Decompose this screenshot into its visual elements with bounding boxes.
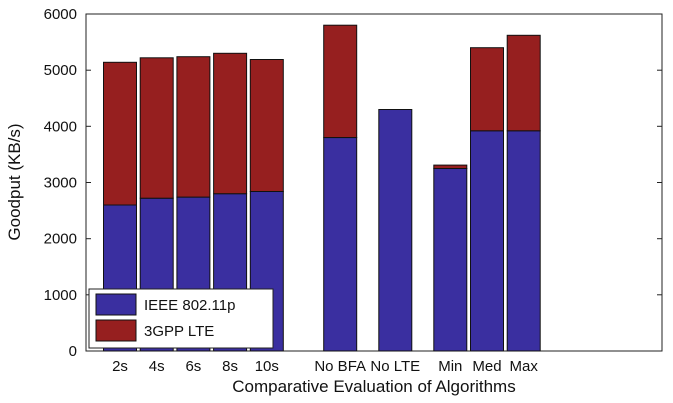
legend-label-ieee: IEEE 802.11p	[144, 297, 235, 314]
y-tick-label-4000: 4000	[44, 118, 77, 135]
bar-max-ieee-802-11p	[507, 131, 540, 351]
x-tick-label-8s: 8s	[222, 358, 238, 375]
x-tick-label-4s: 4s	[149, 358, 165, 375]
x-tick-label-no-lte: No LTE	[370, 358, 420, 375]
bar-no-bfa-3gpp-lte	[324, 25, 357, 137]
x-axis-label: Comparative Evaluation of Algorithms	[232, 377, 515, 396]
x-tick-label-max: Max	[510, 358, 539, 375]
x-tick-label-10s: 10s	[255, 358, 279, 375]
y-tick-label-5000: 5000	[44, 62, 77, 79]
bar-2s-3gpp-lte	[104, 62, 137, 205]
y-axis-label: Goodput (KB/s)	[5, 123, 24, 240]
x-axis: 2s 4s 6s 8s 10s No BFANo LTE Min Med Max	[112, 358, 538, 375]
bar-med-3gpp-lte	[471, 48, 504, 131]
legend: IEEE 802.11p 3GPP LTE	[89, 289, 273, 348]
bar-6s-3gpp-lte	[177, 57, 210, 197]
x-tick-label-no-bfa: No BFA	[314, 358, 366, 375]
legend-swatch-lte	[96, 320, 136, 341]
legend-label-lte: 3GPP LTE	[144, 323, 214, 340]
bar-min-3gpp-lte	[434, 165, 467, 168]
y-tick-label-0: 0	[69, 343, 77, 360]
legend-swatch-ieee	[96, 294, 136, 315]
bar-med-ieee-802-11p	[471, 131, 504, 351]
y-tick-label-2000: 2000	[44, 231, 77, 248]
x-tick-label-min: Min	[438, 358, 462, 375]
y-tick-label-1000: 1000	[44, 287, 77, 304]
x-tick-label-2s: 2s	[112, 358, 128, 375]
x-tick-label-med: Med	[472, 358, 501, 375]
x-tick-label-6s: 6s	[185, 358, 201, 375]
bar-8s-3gpp-lte	[214, 53, 247, 193]
bar-10s-3gpp-lte	[250, 60, 283, 192]
bar-no-bfa-ieee-802-11p	[324, 138, 357, 351]
y-tick-label-6000: 6000	[44, 6, 77, 23]
y-tick-label-3000: 3000	[44, 175, 77, 192]
bar-no-lte-ieee-802-11p	[379, 110, 412, 352]
bar-min-ieee-802-11p	[434, 169, 467, 352]
bar-4s-3gpp-lte	[140, 58, 173, 198]
bar-max-3gpp-lte	[507, 35, 540, 131]
